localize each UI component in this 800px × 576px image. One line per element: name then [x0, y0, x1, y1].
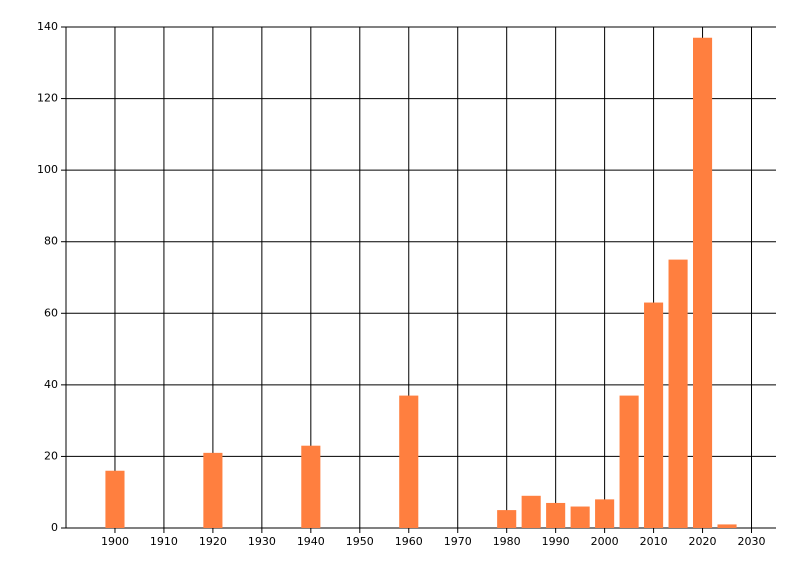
- bar: [644, 302, 664, 528]
- x-tick-label: 1960: [395, 535, 423, 548]
- x-tick-label: 1990: [542, 535, 570, 548]
- x-tick-label: 2000: [591, 535, 619, 548]
- x-tick-label: 2020: [689, 535, 717, 548]
- bar: [595, 499, 615, 528]
- bar: [717, 524, 737, 528]
- y-tick-label: 0: [51, 521, 58, 534]
- x-tick-label: 2010: [640, 535, 668, 548]
- bar: [693, 37, 713, 528]
- bar: [546, 502, 566, 528]
- bar: [497, 510, 517, 528]
- bar: [668, 259, 688, 528]
- x-tick-label: 1940: [297, 535, 325, 548]
- y-tick-label: 60: [44, 306, 58, 319]
- y-tick-label: 40: [44, 378, 58, 391]
- y-tick-label: 140: [37, 20, 58, 33]
- bar: [203, 452, 223, 528]
- y-tick-label: 120: [37, 92, 58, 105]
- y-tick-label: 20: [44, 449, 58, 462]
- x-tick-label: 1950: [346, 535, 374, 548]
- x-tick-label: 1970: [444, 535, 472, 548]
- bar: [619, 395, 639, 528]
- bar: [570, 506, 590, 528]
- bar: [521, 495, 541, 528]
- y-tick-label: 100: [37, 163, 58, 176]
- bar: [301, 445, 321, 528]
- x-tick-label: 1910: [150, 535, 178, 548]
- y-tick-label: 80: [44, 235, 58, 248]
- x-tick-label: 1920: [199, 535, 227, 548]
- x-tick-label: 1930: [248, 535, 276, 548]
- x-tick-label: 2030: [738, 535, 766, 548]
- bar: [105, 470, 125, 528]
- bar: [399, 395, 419, 528]
- x-tick-label: 1980: [493, 535, 521, 548]
- x-tick-label: 1900: [101, 535, 129, 548]
